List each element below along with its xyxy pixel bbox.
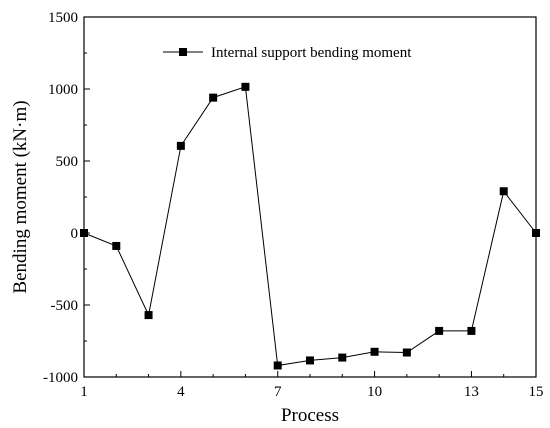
data-point (370, 347, 379, 356)
data-point (273, 361, 282, 370)
legend: Internal support bending moment (163, 45, 412, 61)
legend-label: Internal support bending moment (211, 45, 412, 61)
y-tick-label: 1500 (48, 10, 78, 26)
y-tick-label: 500 (56, 154, 79, 170)
data-point (144, 311, 153, 320)
y-tick-label: 0 (71, 226, 79, 242)
x-tick-label: 15 (529, 384, 544, 400)
legend-marker (179, 48, 187, 56)
data-point (402, 348, 411, 357)
x-tick-label: 10 (367, 384, 382, 400)
y-tick-label: 1000 (48, 82, 78, 98)
x-tick-label: 13 (464, 384, 479, 400)
x-axis-title: Process (281, 405, 339, 426)
data-point (80, 229, 88, 237)
y-tick-label: -500 (51, 298, 79, 314)
data-point (499, 187, 508, 196)
x-tick-label: 4 (177, 384, 185, 400)
data-point (209, 93, 218, 102)
data-point (112, 241, 121, 250)
data-point (467, 326, 476, 335)
x-tick-label: 7 (274, 384, 282, 400)
data-point (532, 229, 540, 237)
y-axis-title: Bending moment (kN·m) (10, 100, 31, 293)
series-line (83, 86, 537, 367)
plot-frame (83, 16, 537, 378)
data-point (306, 356, 314, 365)
series-layer (80, 82, 540, 370)
x-tick-label: 1 (80, 384, 88, 400)
data-point (338, 353, 347, 362)
axis-ticks: 1 4 7 10 13 15 -1000 -500 0 500 1000 1500 (43, 10, 544, 400)
data-point (241, 82, 250, 91)
data-point (435, 326, 444, 335)
data-point (176, 141, 185, 150)
y-tick-label: -1000 (43, 370, 78, 386)
